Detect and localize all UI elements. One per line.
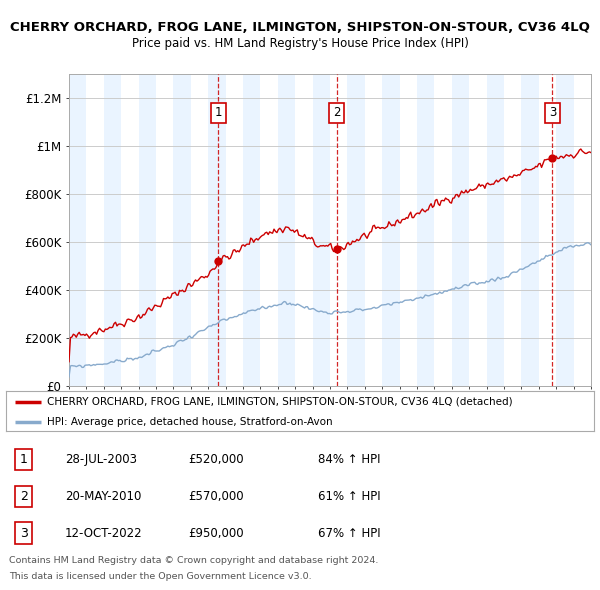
Text: 3: 3 <box>20 527 28 540</box>
Text: £570,000: £570,000 <box>188 490 244 503</box>
Bar <box>243 74 260 386</box>
Bar <box>452 74 469 386</box>
Bar <box>382 74 400 386</box>
Bar <box>556 74 574 386</box>
Text: 1: 1 <box>214 106 222 119</box>
Text: 67% ↑ HPI: 67% ↑ HPI <box>317 527 380 540</box>
Text: £520,000: £520,000 <box>188 453 244 466</box>
Text: 3: 3 <box>549 106 556 119</box>
Text: 61% ↑ HPI: 61% ↑ HPI <box>317 490 380 503</box>
Text: This data is licensed under the Open Government Licence v3.0.: This data is licensed under the Open Gov… <box>9 572 311 581</box>
Bar <box>139 74 156 386</box>
Text: 1: 1 <box>20 453 28 466</box>
Bar <box>173 74 191 386</box>
Bar <box>208 74 226 386</box>
Text: CHERRY ORCHARD, FROG LANE, ILMINGTON, SHIPSTON-ON-STOUR, CV36 4LQ: CHERRY ORCHARD, FROG LANE, ILMINGTON, SH… <box>10 21 590 34</box>
Text: 12-OCT-2022: 12-OCT-2022 <box>65 527 142 540</box>
Bar <box>69 74 86 386</box>
Text: CHERRY ORCHARD, FROG LANE, ILMINGTON, SHIPSTON-ON-STOUR, CV36 4LQ (detached): CHERRY ORCHARD, FROG LANE, ILMINGTON, SH… <box>47 397 513 407</box>
Text: 28-JUL-2003: 28-JUL-2003 <box>65 453 137 466</box>
Text: £950,000: £950,000 <box>188 527 244 540</box>
Text: 84% ↑ HPI: 84% ↑ HPI <box>317 453 380 466</box>
Bar <box>347 74 365 386</box>
Text: HPI: Average price, detached house, Stratford-on-Avon: HPI: Average price, detached house, Stra… <box>47 417 333 427</box>
Bar <box>104 74 121 386</box>
Text: 20-MAY-2010: 20-MAY-2010 <box>65 490 141 503</box>
Text: 2: 2 <box>20 490 28 503</box>
Text: Price paid vs. HM Land Registry's House Price Index (HPI): Price paid vs. HM Land Registry's House … <box>131 37 469 50</box>
Bar <box>487 74 504 386</box>
Bar <box>417 74 434 386</box>
Bar <box>521 74 539 386</box>
Text: Contains HM Land Registry data © Crown copyright and database right 2024.: Contains HM Land Registry data © Crown c… <box>9 556 379 565</box>
Bar <box>313 74 330 386</box>
Bar <box>278 74 295 386</box>
Text: 2: 2 <box>333 106 340 119</box>
